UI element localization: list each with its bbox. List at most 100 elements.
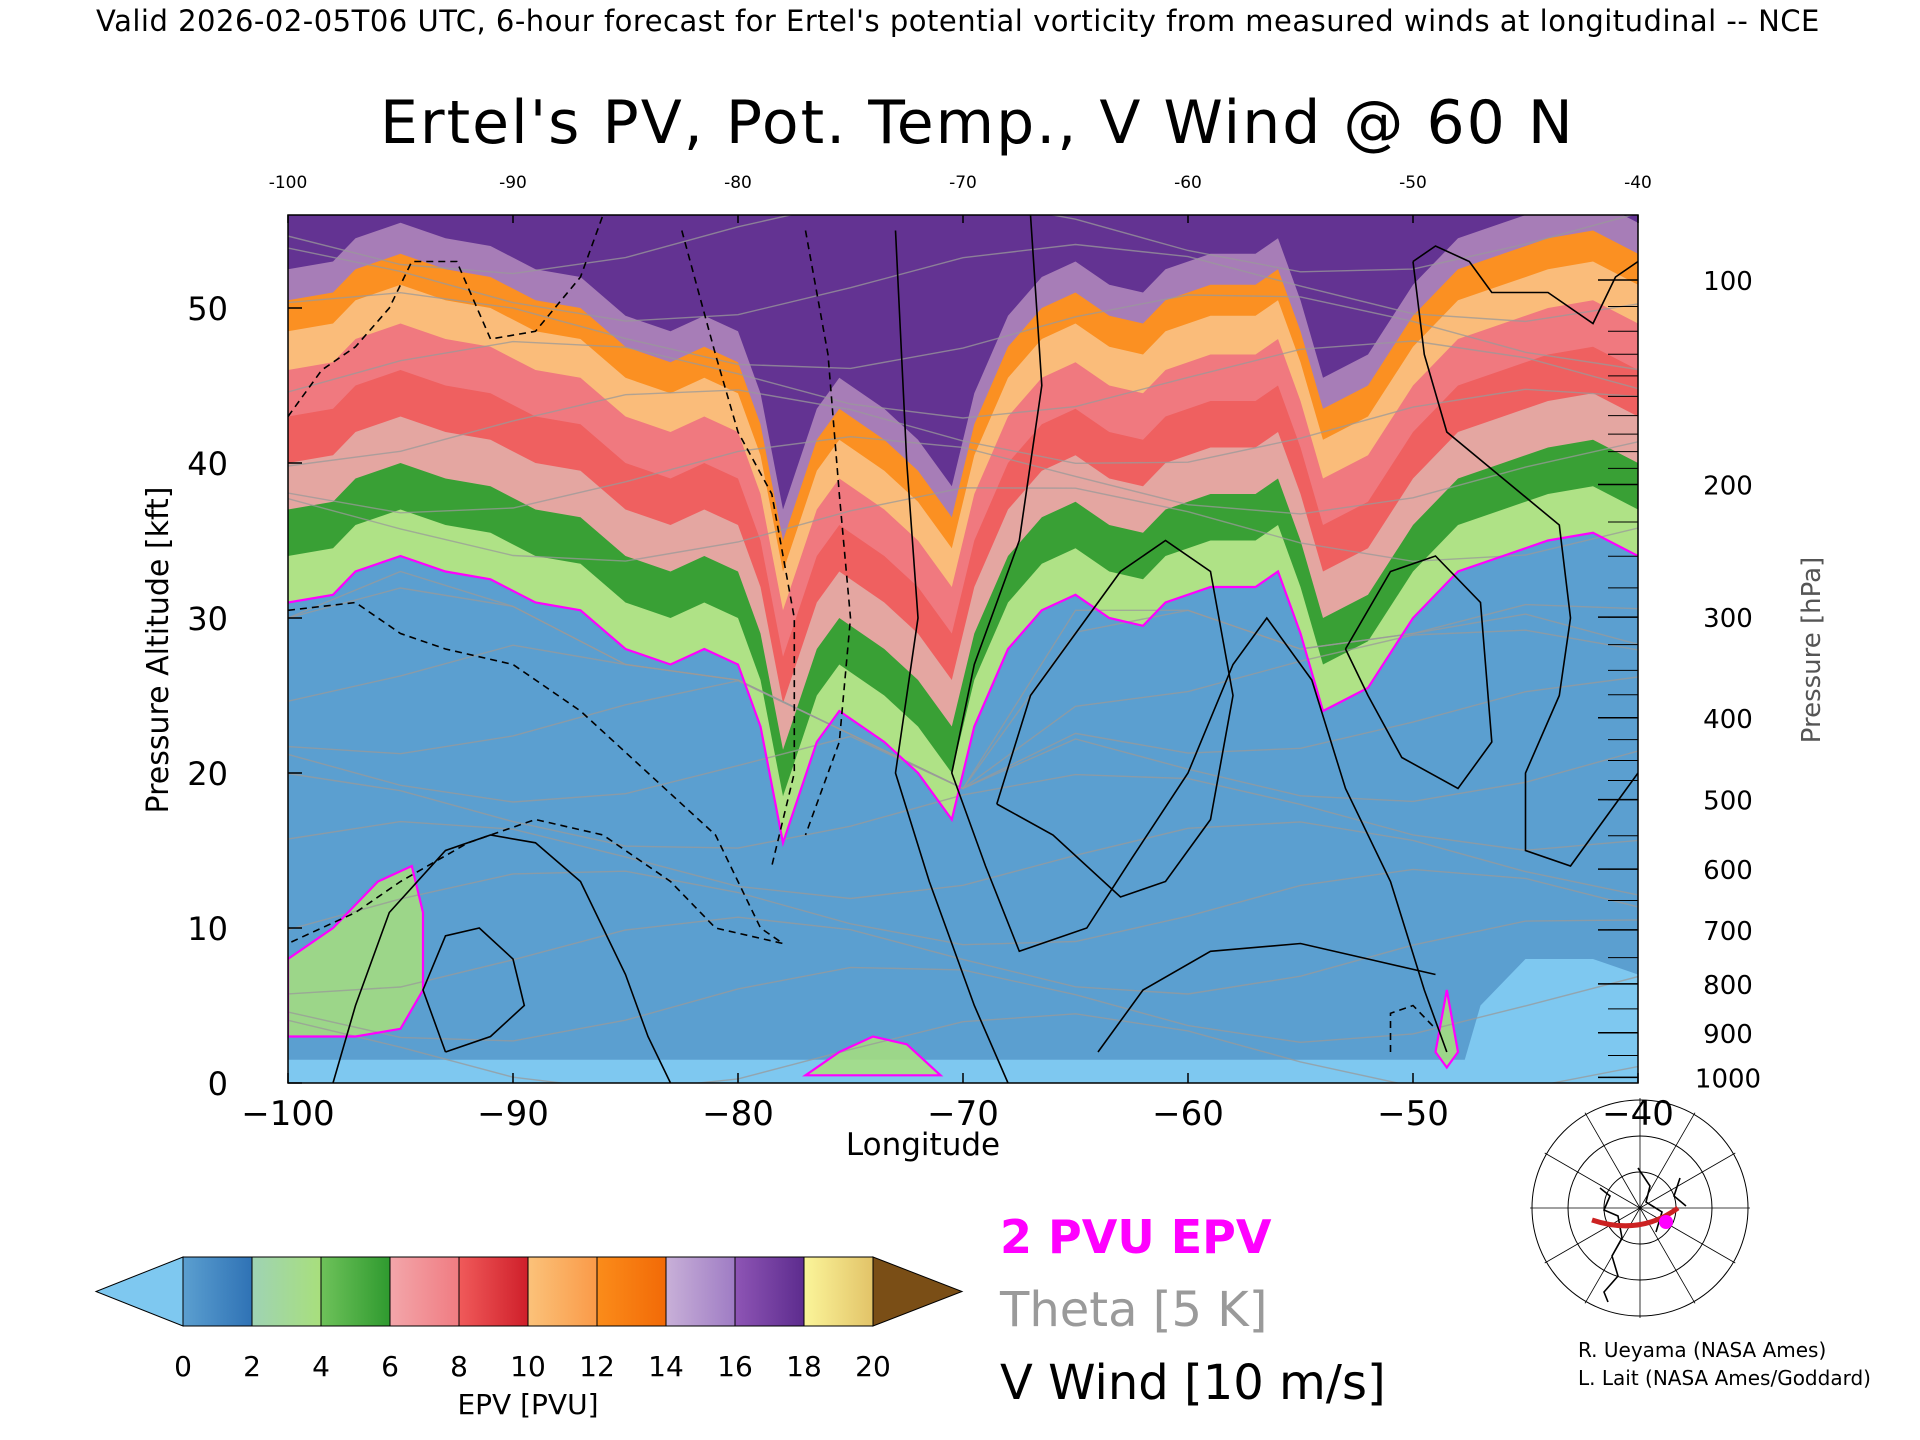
top-x-tick-label-4: -60 [1174, 173, 1202, 193]
pv-island-fill-1 [805, 1036, 941, 1076]
theta-isentrope-400 [288, 291, 1638, 371]
vwind-contour-10-3 [950, 215, 1448, 1053]
top-x-tick-label-0: -100 [269, 173, 308, 193]
inset-marker [1659, 1215, 1673, 1229]
vwind-contour-10-6 [1412, 245, 1638, 325]
theta-isentrope-280 [288, 868, 1638, 946]
x-tick-label-5: −50 [1377, 1094, 1449, 1134]
pressure-tick-label-2: 300 [1703, 604, 1753, 634]
colorbar-tick-label-10: 20 [855, 1350, 891, 1383]
x-tick-label-4: −60 [1152, 1094, 1224, 1134]
inset-meridian [1639, 1152, 1736, 1209]
colorbar-bin-6-8 [389, 1256, 460, 1327]
pv-island-fill-0 [288, 866, 423, 1037]
colorbar-bin-8-10 [458, 1256, 529, 1327]
top-x-tick-label-6: -40 [1624, 173, 1652, 193]
colorbar-tick-label-2: 4 [312, 1350, 330, 1383]
theta-isentrope-410 [288, 243, 1638, 323]
theta-isentrope-360 [288, 487, 1638, 563]
y-tick-label-3: 30 [187, 600, 228, 638]
x-tick-label-2: −80 [702, 1094, 774, 1134]
inset-meridian [1544, 1152, 1641, 1209]
pressure-tick-label-5: 600 [1703, 856, 1753, 886]
colorbar-tick-label-7: 14 [648, 1350, 684, 1383]
pressure-tick-label-8: 900 [1703, 1020, 1753, 1050]
theta-isentrope-260 [288, 966, 1638, 1044]
pressure-tick-label-3: 400 [1703, 705, 1753, 735]
colorbar-bin-4-6 [320, 1256, 391, 1327]
top-x-tick-label-3: -70 [949, 173, 977, 193]
pv-2pvu-island-0 [288, 864, 425, 1038]
inset-meridian [1584, 1112, 1641, 1209]
vwind-contour--30-10 [681, 230, 796, 867]
y-tick-label-0: 0 [208, 1065, 228, 1103]
colorbar-under-arrow [94, 1256, 184, 1327]
theta-isentrope-350 [288, 570, 1638, 790]
x-tick-label-1: −90 [477, 1094, 549, 1134]
colorbar-tick-label-5: 10 [510, 1350, 546, 1383]
colorbar-bin-2-4 [251, 1256, 322, 1327]
vwind-contour--10-9 [288, 601, 784, 945]
theta-isentrope-300 [288, 772, 1638, 852]
vwind-contour-10-5 [1344, 555, 1493, 790]
colorbar-tick-label-1: 2 [243, 1350, 261, 1383]
top-x-tick-label-5: -50 [1399, 173, 1427, 193]
legend-vwind: V Wind [10 m/s] [1000, 1355, 1386, 1411]
pv-troposphere-fill [288, 532, 1638, 1083]
chart-title: Ertel's PV, Pot. Temp., V Wind @ 60 N [380, 88, 1575, 158]
vwind-contour--30-11 [804, 230, 852, 836]
pressure-tick-label-6: 700 [1703, 917, 1753, 947]
colorbar-bin-14-16 [665, 1256, 736, 1327]
y-axis-label: Pressure Altitude [kft] [141, 487, 176, 814]
pv-island-fill-2 [1435, 990, 1458, 1068]
credit-line-1: R. Ueyama (NASA Ames) [1578, 1338, 1827, 1362]
vwind-contour-0-2 [894, 230, 1009, 1083]
vwind-contour-10-1 [422, 927, 526, 1053]
pv-below-zero-fill [288, 1059, 1638, 1083]
inset-meridian [1544, 1207, 1641, 1264]
forecast-caption: Valid 2026-02-05T06 UTC, 6-hour forecast… [96, 4, 1820, 38]
theta-isentrope-380 [288, 388, 1638, 467]
colorbar-over-arrow [872, 1256, 964, 1327]
vwind-contour-10-0 [332, 834, 672, 1083]
colorbar-tick-label-8: 16 [717, 1350, 753, 1383]
pressure-tick-label-1: 200 [1703, 471, 1753, 501]
colorbar-tick-label-6: 12 [579, 1350, 615, 1383]
colorbar-tick-label-3: 6 [381, 1350, 399, 1383]
colorbar-bin-10-12 [527, 1256, 598, 1327]
y-tick-label-5: 50 [187, 290, 228, 328]
vwind-contour-10-4 [996, 539, 1234, 898]
theta-isentrope-370 [288, 435, 1638, 515]
pv-2pvu-island-2 [1434, 989, 1460, 1070]
theta-isentrope-290 [288, 820, 1638, 900]
inset-meridian [1639, 1207, 1736, 1264]
pressure-tick-label-4: 500 [1703, 787, 1753, 817]
pv-2pvu-island-1 [801, 1035, 944, 1077]
colorbar-bin-0-2 [182, 1256, 253, 1327]
y-tick-label-1: 10 [187, 910, 228, 948]
legend-theta: Theta [5 K] [1000, 1282, 1268, 1338]
credit-line-2: L. Lait (NASA Ames/Goddard) [1578, 1366, 1871, 1390]
legend-2pvu: 2 PVU EPV [1000, 1210, 1272, 1264]
colorbar-bin-16-18 [734, 1256, 805, 1327]
vwind-contour-10-8 [1097, 942, 1436, 1053]
pressure-axis-label: Pressure [hPa] [1797, 557, 1827, 744]
y-tick-label-4: 40 [187, 445, 228, 483]
theta-isentrope-390 [288, 340, 1638, 419]
pv-band-8 [288, 215, 1638, 510]
y-tick-label-2: 20 [187, 755, 228, 793]
vwind-contour--30-13 [1389, 1004, 1437, 1052]
top-x-tick-label-1: -90 [499, 173, 527, 193]
x-tick-label-6: −40 [1602, 1094, 1674, 1134]
x-tick-label-3: −70 [927, 1094, 999, 1134]
vwind-contour-10-7 [1412, 261, 1638, 867]
pv-2pvu-contour [288, 531, 1638, 848]
pressure-tick-label-0: 100 [1703, 267, 1753, 297]
top-x-tick-label-2: -80 [724, 173, 752, 193]
colorbar-bin-18-20 [803, 1256, 874, 1327]
colorbar-tick-label-9: 18 [786, 1350, 822, 1383]
colorbar-tick-label-4: 8 [450, 1350, 468, 1383]
vwind-contour--30-12 [288, 215, 604, 417]
x-tick-label-0: −100 [241, 1094, 334, 1134]
